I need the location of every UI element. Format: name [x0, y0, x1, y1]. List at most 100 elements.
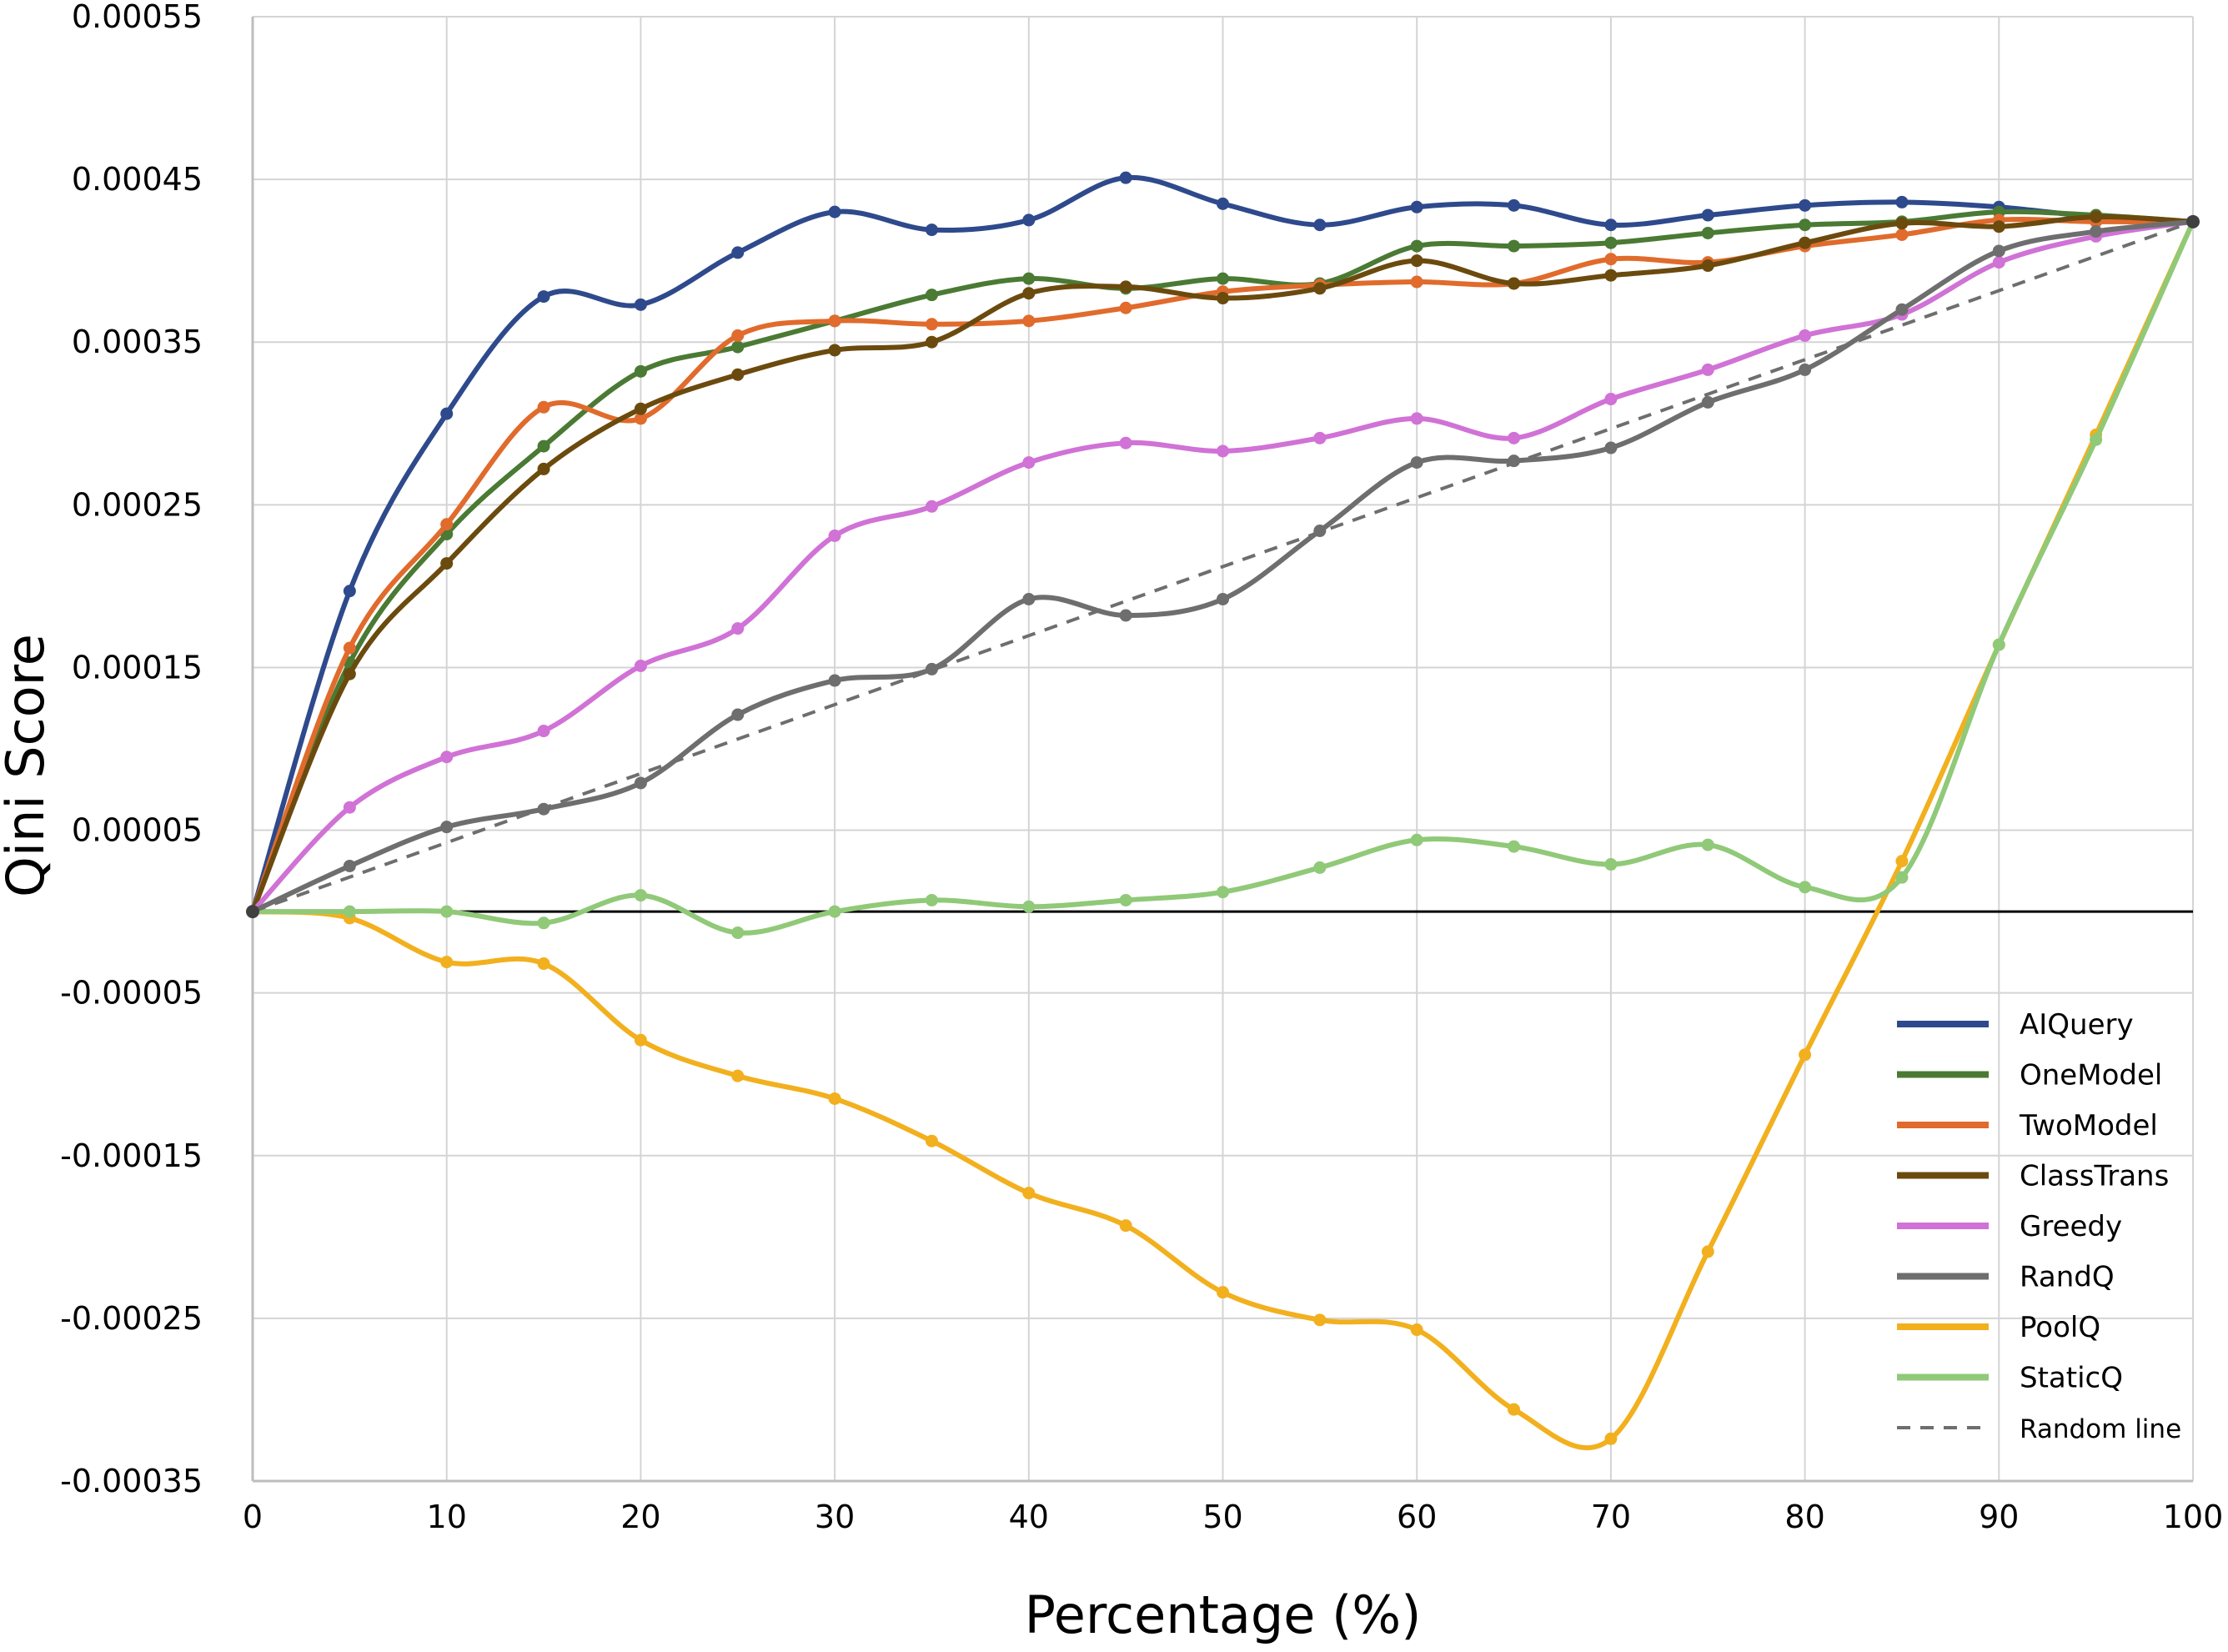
- data-point-staticq: [440, 905, 454, 918]
- x-tick-label: 0: [243, 1499, 263, 1535]
- data-point-poolq: [1799, 1048, 1812, 1062]
- data-point-classtrans: [440, 557, 454, 570]
- data-point-twomodel: [925, 318, 938, 331]
- data-point-staticq: [1604, 858, 1618, 871]
- data-point-staticq: [1022, 900, 1036, 913]
- data-point-greedy: [925, 500, 938, 513]
- data-point-poolq: [440, 956, 454, 969]
- data-point-greedy: [1799, 329, 1812, 342]
- data-point-randq: [828, 674, 841, 687]
- data-point-randq: [1701, 395, 1714, 409]
- data-point-staticq: [634, 889, 647, 902]
- data-point-randq: [2090, 225, 2103, 239]
- y-axis-title: Qini Score: [0, 634, 56, 897]
- data-point-staticq: [537, 916, 550, 930]
- data-point-aiquery: [731, 246, 745, 259]
- data-point-staticq: [1313, 861, 1327, 874]
- data-point-poolq: [1119, 1219, 1132, 1233]
- y-tick-label: 0.00045: [72, 161, 203, 198]
- x-axis-title: Percentage (%): [1025, 1584, 1422, 1645]
- data-point-greedy: [1217, 444, 1229, 458]
- data-point-twomodel: [731, 329, 745, 342]
- data-point-poolq: [1217, 1286, 1229, 1299]
- legend-label-staticq: StaticQ: [2020, 1362, 2123, 1395]
- data-point-classtrans: [1604, 269, 1618, 282]
- series-line-random-line: [252, 219, 2194, 913]
- data-point-classtrans: [1895, 217, 1909, 230]
- data-point-onemodel: [537, 439, 550, 453]
- x-tick-label: 10: [427, 1499, 467, 1535]
- data-point-staticq: [343, 905, 356, 918]
- x-tick-label: 30: [815, 1499, 855, 1535]
- data-point-poolq: [1604, 1432, 1618, 1445]
- data-point-greedy: [1410, 412, 1423, 425]
- data-point-aiquery: [1799, 198, 1812, 212]
- data-point-aiquery: [1895, 195, 1909, 208]
- data-point-staticq: [1410, 833, 1423, 846]
- legend-label-twomodel: TwoModel: [2019, 1109, 2158, 1142]
- data-point-classtrans: [1022, 287, 1036, 300]
- data-point-aiquery: [1217, 197, 1229, 210]
- data-point-greedy: [731, 622, 745, 635]
- x-tick-label: 60: [1397, 1499, 1437, 1535]
- data-point-aiquery: [1604, 218, 1618, 232]
- data-point-greedy: [343, 801, 356, 814]
- data-point-staticq: [828, 905, 841, 918]
- y-tick-label: 0.00015: [72, 649, 203, 685]
- y-tick-label: 0.00025: [72, 486, 203, 523]
- data-point-randq: [1217, 592, 1229, 605]
- data-point-classtrans: [1217, 292, 1229, 305]
- data-point-staticq: [1701, 838, 1714, 851]
- x-tick-label: 100: [2163, 1499, 2224, 1535]
- data-point-randq: [634, 776, 647, 790]
- data-point-classtrans: [537, 462, 550, 475]
- legend-label-greedy: Greedy: [2020, 1210, 2122, 1243]
- data-point-aiquery: [440, 407, 454, 420]
- data-point-greedy: [1119, 436, 1132, 449]
- data-point-classtrans: [731, 368, 745, 381]
- data-point-onemodel: [1799, 218, 1812, 232]
- data-point-aiquery: [537, 290, 550, 304]
- data-point-classtrans: [1992, 220, 2005, 233]
- data-point-greedy: [537, 725, 550, 738]
- data-point-classtrans: [925, 335, 938, 349]
- series-line-poolq: [250, 218, 2195, 1451]
- legend-label-poolq: PoolQ: [2020, 1311, 2100, 1344]
- data-point-greedy: [1508, 431, 1521, 444]
- data-point-twomodel: [1022, 314, 1036, 328]
- y-tick-label: -0.00025: [60, 1300, 203, 1337]
- data-point-aiquery: [634, 298, 647, 311]
- data-point-classtrans: [1410, 254, 1423, 268]
- data-point-aiquery: [925, 223, 938, 237]
- tick-labels: 0 10 20 30 40 50 60 70 80 90 100 0.00055 0.00045 0.00…: [60, 0, 2223, 1535]
- data-point-staticq: [1799, 881, 1812, 894]
- origin-point: [246, 905, 259, 919]
- series-line-twomodel: [250, 217, 2195, 915]
- data-point-classtrans: [1313, 282, 1327, 295]
- data-point-randq: [1410, 456, 1423, 469]
- series-line-staticq: [250, 218, 2195, 936]
- data-point-twomodel: [1895, 228, 1909, 241]
- data-point-poolq: [731, 1069, 745, 1082]
- data-point-onemodel: [925, 289, 938, 302]
- data-point-staticq: [731, 926, 745, 939]
- x-tick-label: 20: [620, 1499, 660, 1535]
- data-point-twomodel: [1119, 301, 1132, 314]
- data-point-classtrans: [1701, 259, 1714, 273]
- x-tick-label: 40: [1009, 1499, 1049, 1535]
- data-point-greedy: [1992, 256, 2005, 269]
- data-point-aiquery: [828, 205, 841, 218]
- data-point-randq: [343, 859, 356, 872]
- data-point-onemodel: [1604, 236, 1618, 249]
- data-point-staticq: [1992, 638, 2005, 651]
- data-point-poolq: [1410, 1323, 1423, 1337]
- data-point-randq: [1022, 592, 1036, 605]
- data-point-poolq: [828, 1092, 841, 1105]
- data-point-aiquery: [1022, 213, 1036, 227]
- data-point-classtrans: [1119, 280, 1132, 294]
- legend-label-onemodel: OneModel: [2020, 1059, 2162, 1092]
- data-point-twomodel: [343, 641, 356, 655]
- data-point-twomodel: [1604, 253, 1618, 266]
